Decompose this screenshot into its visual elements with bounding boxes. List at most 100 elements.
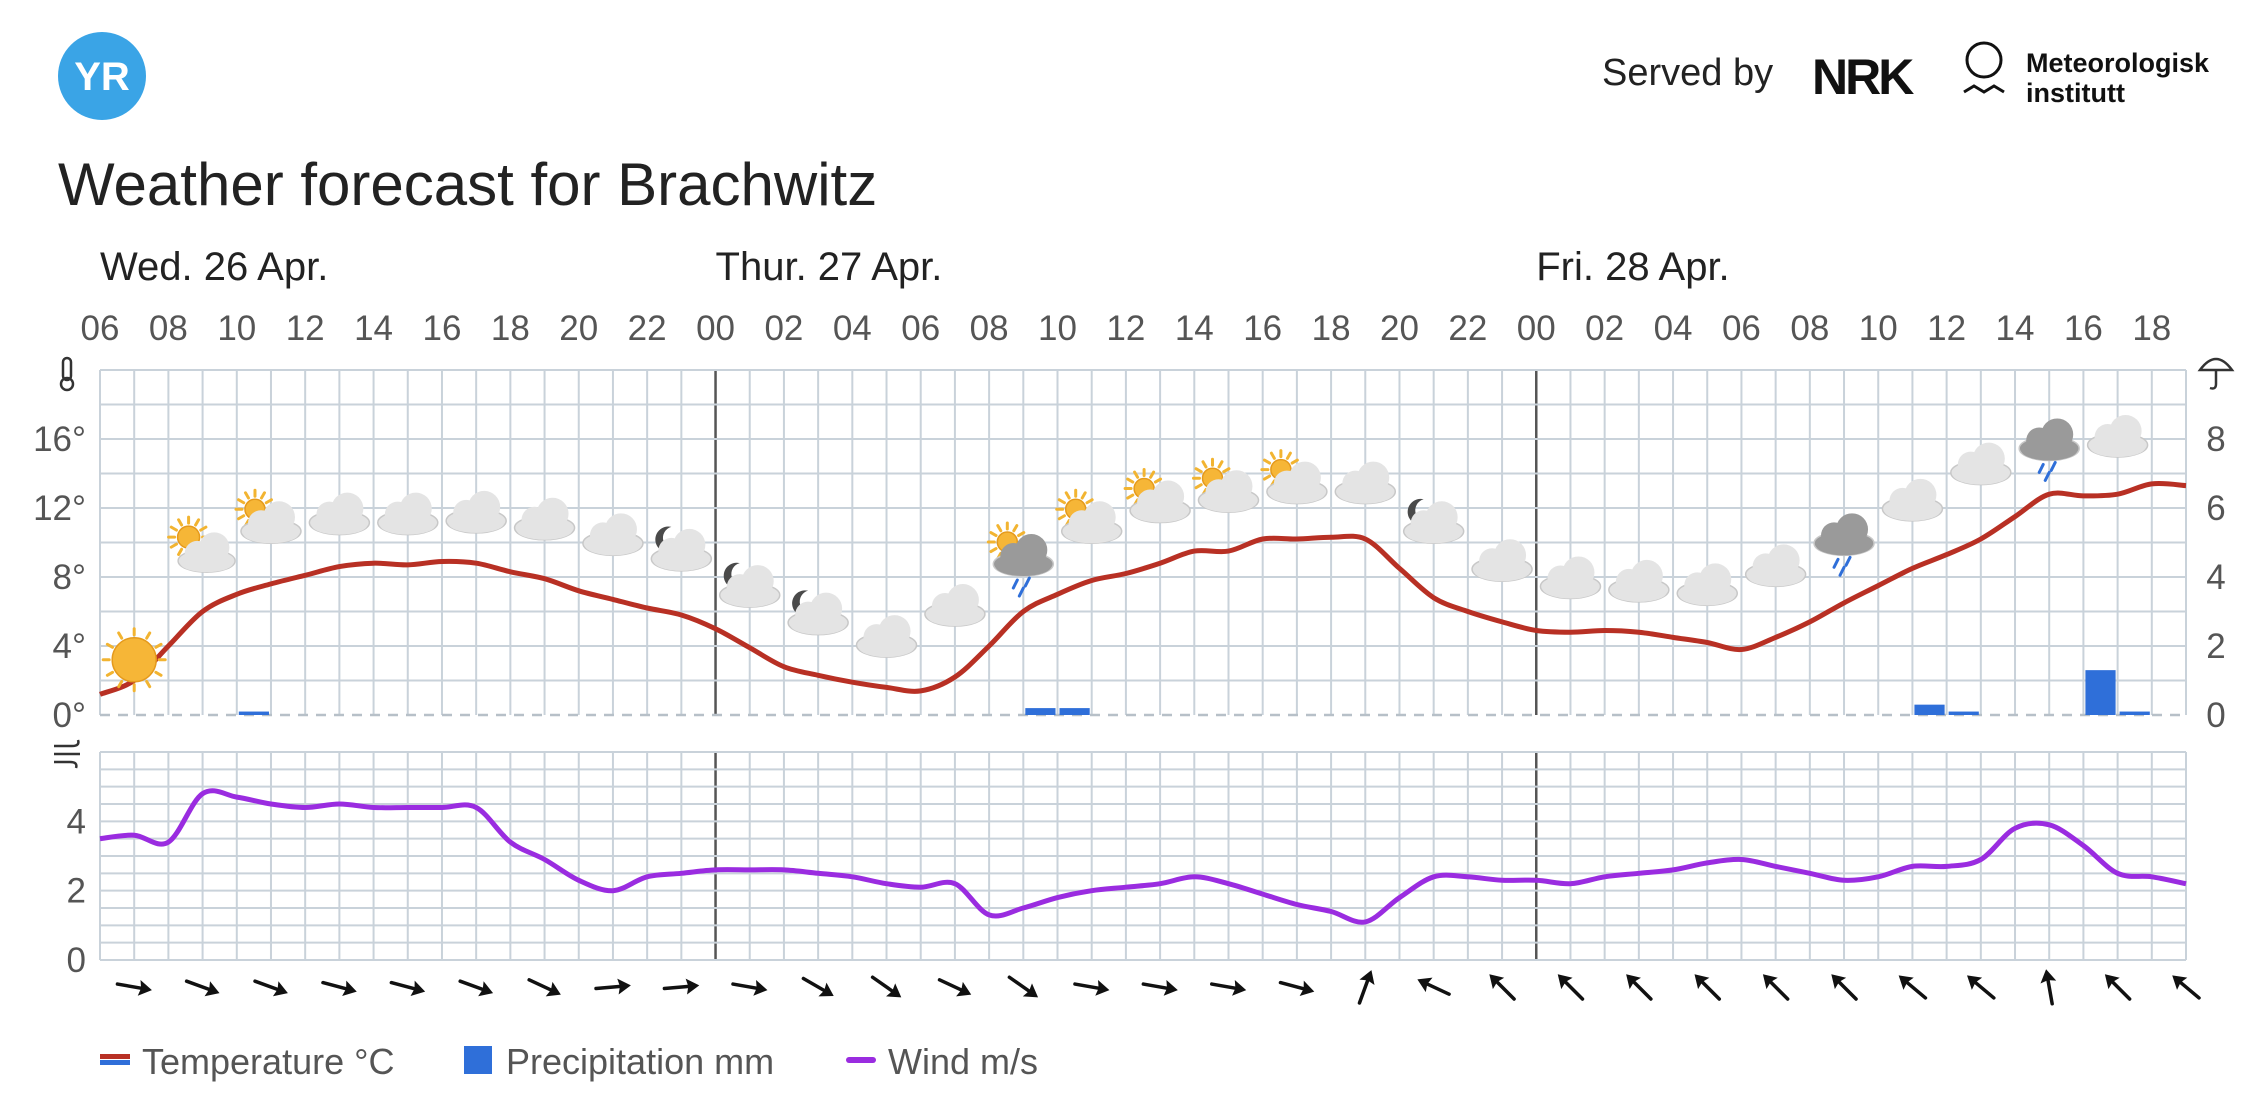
x-tick-label: 00: [1517, 309, 1556, 348]
axis-ticks: Wed. 26 Apr. Thur. 27 Apr. Fri. 28 Apr.06 0…: [33, 245, 2235, 980]
wind-arrow: [2104, 974, 2132, 1001]
served-by-label: Served by: [1602, 52, 1774, 94]
cloudy-icon: [1950, 442, 2012, 486]
x-tick-label: 18: [491, 309, 530, 348]
x-tick-label: 06: [1722, 309, 1761, 348]
temperature-tick-label: 8°: [53, 558, 86, 597]
temperature-tick-label: 12°: [33, 489, 86, 528]
cloud-shape: [1060, 501, 1123, 544]
cloudy-icon: [1539, 556, 1602, 600]
x-tick-label: 12: [1106, 309, 1145, 348]
cloud-shape: [1813, 513, 1875, 557]
x-tick-label: 14: [1996, 309, 2035, 348]
x-tick-label: 22: [1448, 309, 1487, 348]
cloudy-icon: [1881, 478, 1944, 522]
clear-sky-icon: [101, 627, 167, 693]
wind-arrow: [1626, 974, 1653, 1001]
x-tick-label: 06: [901, 309, 940, 348]
wind-series: [99, 788, 2187, 925]
x-tick-label: 02: [764, 309, 803, 348]
partly-cloudy-day-icon: [1055, 488, 1123, 544]
day-label: Thur. 27 Apr.: [716, 245, 943, 289]
legend-label-precipitation: Precipitation mm: [506, 1041, 774, 1082]
rain-drops: [1832, 555, 1852, 577]
cloud-shape: [1539, 556, 1602, 600]
wind-arrow: [801, 976, 834, 997]
precipitation-tick-label: 0: [2206, 696, 2225, 735]
cloud-shape: [2018, 418, 2080, 462]
cloudy-icon: [582, 513, 644, 557]
x-tick-label: 02: [1585, 309, 1624, 348]
wind-arrow: [1278, 980, 1315, 997]
partly-cloudy-night-icon: [787, 590, 849, 636]
x-tick-label: 10: [1859, 309, 1898, 348]
cloud-shape: [1266, 461, 1328, 505]
wind-arrow: [870, 975, 902, 998]
legend-swatch-temperature: [100, 1054, 130, 1065]
umbrella-icon: [2197, 357, 2235, 390]
rain-drops: [1011, 576, 1031, 598]
cloud-shape: [650, 528, 713, 572]
x-tick-label: 20: [1380, 309, 1419, 348]
x-tick-label: 06: [81, 309, 120, 348]
x-tick-label: 10: [1038, 309, 1077, 348]
cloud-shape: [2086, 415, 2149, 458]
yr-logo-text: YR: [74, 55, 130, 99]
cloud-shape: [992, 534, 1055, 577]
temperature-tick-label: 4°: [53, 627, 86, 666]
wind-arrow: [321, 980, 357, 997]
cloud-shape: [855, 615, 918, 658]
cloud-shape: [1402, 501, 1465, 544]
x-tick-label: 04: [1654, 309, 1693, 348]
cloudy-icon: [2086, 415, 2149, 458]
partly-cloudy-day-icon: [1260, 449, 1328, 505]
x-tick-label: 12: [286, 309, 325, 348]
precipitation-bar: [1948, 711, 1979, 715]
x-tick-label: 14: [1175, 309, 1214, 348]
precipitation-tick-label: 6: [2206, 489, 2225, 528]
legend-label-wind: Wind m/s: [888, 1041, 1038, 1082]
cloudy-icon: [1608, 559, 1670, 603]
partly-cloudy-night-icon: [718, 562, 781, 608]
thermometer-icon: [59, 356, 75, 392]
cloud-shape: [177, 532, 236, 573]
cloud-shape: [1608, 559, 1670, 603]
wind-arrow: [1831, 974, 1858, 1001]
cloudy-icon: [1471, 539, 1533, 582]
x-tick-label: 20: [559, 309, 598, 348]
cloud-shape: [513, 497, 576, 541]
wind-arrow: [1694, 974, 1722, 1001]
wind-arrow: [2172, 975, 2201, 1000]
wind-arrow: [1357, 970, 1375, 1005]
precipitation-bar: [1914, 704, 1945, 715]
wind-arrow: [1141, 979, 1178, 996]
wind-arrow: [527, 978, 561, 997]
wind-arrow: [1417, 977, 1451, 996]
cloud-shape: [240, 501, 302, 544]
day-label: Fri. 28 Apr.: [1536, 245, 1729, 289]
cloudy-icon: [445, 490, 507, 534]
light-rain-icon: [2018, 418, 2080, 482]
x-tick-label: 04: [833, 309, 872, 348]
x-tick-label: 16: [1243, 309, 1282, 348]
yr-logo: YR: [58, 32, 146, 120]
x-tick-label: 14: [354, 309, 393, 348]
legend-swatch-precipitation: [464, 1046, 492, 1074]
grid: [99, 369, 2187, 961]
x-tick-label: 08: [1790, 309, 1829, 348]
legend-swatch-wind: [846, 1057, 876, 1063]
temperature-line: [99, 480, 2187, 697]
sun-shape: [101, 627, 167, 693]
wind-arrow: [662, 978, 700, 995]
wind-icon: [54, 739, 80, 769]
cloud-shape: [1676, 563, 1738, 607]
cloudy-icon: [308, 492, 371, 536]
wind-arrow: [1898, 975, 1928, 1000]
cloud-shape: [1950, 442, 2012, 486]
precipitation-bar: [2119, 711, 2150, 715]
x-tick-label: 00: [696, 309, 735, 348]
cloudy-icon: [513, 497, 576, 541]
cloud-shape: [445, 490, 507, 534]
nrk-logo: NRK: [1812, 52, 1917, 100]
wind-arrow: [1489, 974, 1516, 1001]
